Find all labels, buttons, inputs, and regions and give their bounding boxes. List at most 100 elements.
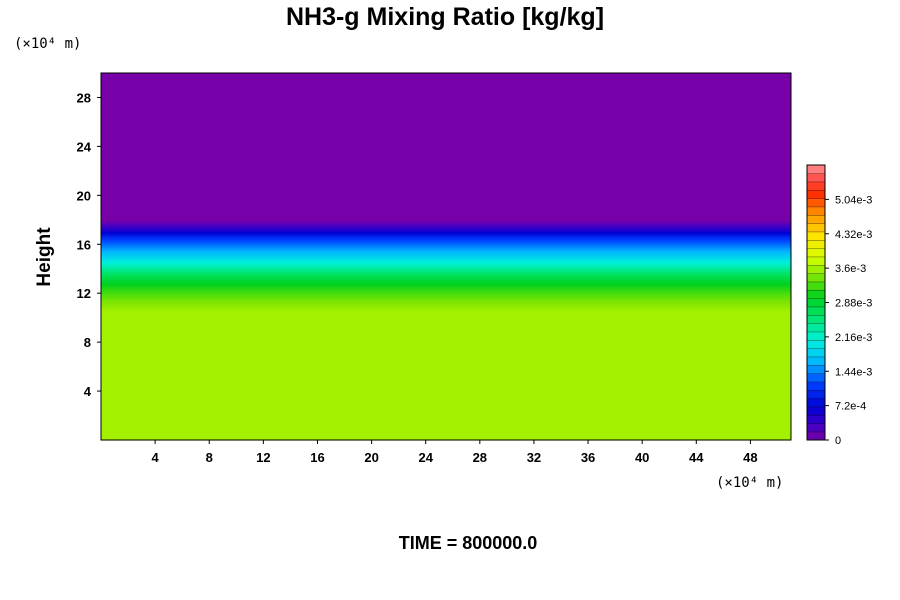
chart-title: NH3-g Mixing Ratio [kg/kg] [286,3,604,31]
heatmap-band [101,251,791,255]
heatmap-band [101,242,791,245]
heatmap-band [101,244,791,247]
heatmap-band [101,238,791,241]
x-tick-label: 40 [635,450,649,465]
heatmap-band [101,296,791,299]
colorbar-segment [806,264,826,274]
heatmap-band [101,248,791,251]
transition-zone [101,217,791,311]
heatmap-band [101,229,791,232]
heatmap-band [101,234,791,237]
x-tick-label: 16 [310,450,324,465]
heatmap-band [101,183,791,203]
y-axis-label: Height [34,227,55,287]
heatmap-band [101,268,791,271]
heatmap-field [101,73,791,441]
heatmap-band [101,227,791,229]
heatmap-band [101,282,791,285]
colorbar-tick-label: 4.32e-3 [835,229,872,241]
colorbar-segment [806,314,826,324]
heatmap-band [101,230,791,233]
colorbar-segment [806,339,826,349]
colorbar-segment [806,298,826,308]
heatmap-band [101,291,791,294]
time-label: TIME = 800000.0 [399,533,538,553]
heatmap-band [101,250,791,253]
colorbar-tick-label: 0 [835,435,841,447]
x-tick-label: 44 [689,450,704,465]
heatmap-band [101,241,791,244]
colorbar-segment [806,356,826,366]
heatmap-band [101,306,791,310]
heatmap-band [101,375,791,393]
heatmap-band [101,270,791,273]
heatmap-band [101,262,791,265]
colorbar-segment [806,331,826,341]
colorbar-segment [806,389,826,399]
heatmap-band [101,343,791,361]
heatmap-band [101,279,791,282]
heatmap-band [101,231,791,234]
heatmap-band [101,261,791,264]
heatmap-band [101,391,791,409]
y-axis-unit: (×10⁴ m) [14,36,81,52]
colorbar-segment [806,223,826,233]
heatmap-band [101,308,791,311]
colorbar-tick-label: 7.2e-4 [835,401,866,413]
colorbar-segment [806,423,826,433]
colorbar-segment [806,256,826,266]
heatmap-band [101,222,791,225]
heatmap-band [101,280,791,284]
colorbar-segment [806,406,826,416]
heatmap-band [101,164,791,184]
colorbar-segment [806,431,826,441]
colorbar-tick-label: 2.16e-3 [835,332,872,344]
colorbar-segment [806,306,826,316]
heatmap-band [101,253,791,256]
x-tick-label: 12 [256,450,270,465]
y-tick-label: 28 [77,90,91,105]
heatmap-band [101,297,791,300]
heatmap-band [101,223,791,226]
heatmap-band [101,232,791,235]
heatmap-band [101,284,791,287]
heatmap-band [101,288,791,291]
y-tick-label: 4 [84,384,92,399]
colorbar-segment [806,181,826,191]
heatmap-band [101,277,791,281]
plot-frame [100,72,792,441]
heatmap-band [101,247,791,250]
colorbar-ticks: 0 7.2e-4 1.44e-3 2.16e-3 2.88e-3 3.6e-3 4.32e-… [825,194,872,447]
colorbar-segment [806,189,826,199]
heatmap-band [101,302,791,305]
y-tick-label: 12 [77,286,91,301]
heatmap-band [101,305,791,308]
y-tick-label: 16 [77,237,91,252]
colorbar-tick-label: 2.88e-3 [835,298,872,310]
colorbar-segment [806,348,826,358]
heatmap-band [101,128,791,147]
heatmap-band [101,327,791,345]
heatmap-band [101,201,791,221]
colorbar-segment [806,398,826,408]
colorbar-segment [806,198,826,208]
colorbar-segment [806,281,826,291]
heatmap-band [101,407,791,425]
heatmap-band [101,256,791,259]
heatmap-band [101,287,791,290]
colorbar-segment [806,414,826,424]
colorbar [806,164,826,441]
colorbar-segment [806,289,826,299]
y-axis-ticks: 4 8 12 16 20 24 28 [77,90,101,399]
x-tick-label: 20 [364,450,378,465]
heatmap-band [101,285,791,288]
heatmap-band [101,109,791,129]
y-tick-label: 24 [77,139,92,154]
heatmap-band [101,219,791,222]
heatmap-band [101,311,791,329]
y-tick-label: 20 [77,188,91,203]
colorbar-segment [806,323,826,333]
heatmap-band [101,267,791,270]
heatmap-band [101,294,791,297]
